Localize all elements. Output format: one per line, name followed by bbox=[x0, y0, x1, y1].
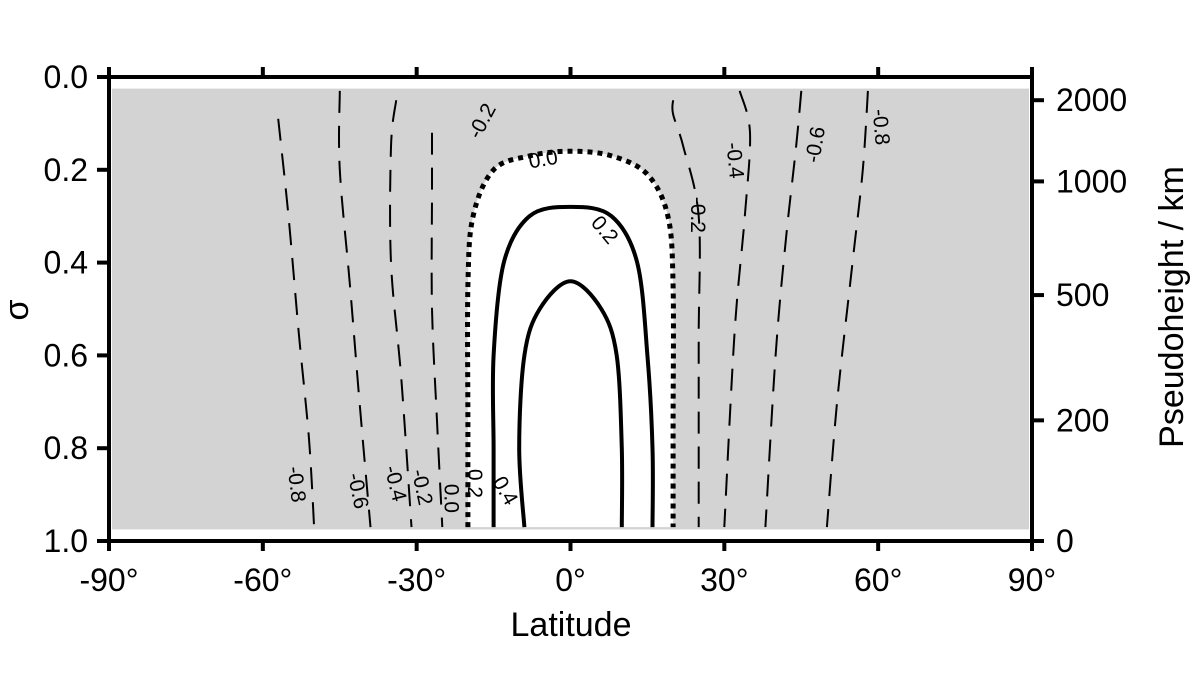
y-tick-label: 0.8 bbox=[44, 430, 88, 466]
y2-tick-label: 0 bbox=[1056, 523, 1074, 559]
contour-line bbox=[723, 90, 752, 528]
y2-tick-label: 200 bbox=[1056, 402, 1109, 438]
contour-lines bbox=[277, 90, 869, 528]
x-axis: -90° -60° -30° 0° 30° 60° 90° bbox=[79, 67, 1056, 598]
x-tick-label: 30° bbox=[700, 562, 748, 598]
x-tick-label: 60° bbox=[854, 562, 902, 598]
contour-label: -0.4 bbox=[721, 141, 748, 180]
contour-label: 0.0 bbox=[440, 484, 463, 513]
y-tick-label: 0.2 bbox=[44, 152, 88, 188]
contour-line bbox=[764, 90, 803, 528]
y2-tick-label: 500 bbox=[1056, 277, 1109, 313]
contour-line bbox=[430, 132, 444, 528]
contour-line bbox=[825, 90, 869, 528]
contour-label: 0.0 bbox=[527, 146, 560, 174]
y2-tick-label: 2000 bbox=[1056, 82, 1127, 118]
contour-line bbox=[338, 90, 372, 528]
contour-label: -0.8 bbox=[868, 108, 894, 146]
contour-line bbox=[517, 279, 625, 528]
x-tick-label: -30° bbox=[387, 562, 446, 598]
contour-label: -0.2 bbox=[686, 197, 709, 233]
x-tick-label: 0° bbox=[555, 562, 586, 598]
x-tick-label: -90° bbox=[79, 562, 138, 598]
x-tick-label: -60° bbox=[233, 562, 292, 598]
contour-line bbox=[490, 204, 655, 528]
contour-line bbox=[671, 100, 701, 528]
y-axis-sigma: 0.0 0.2 0.4 0.6 0.8 1.0 bbox=[44, 59, 109, 559]
x-axis-title: Latitude bbox=[511, 606, 632, 644]
y-tick-label: 0.4 bbox=[44, 245, 88, 281]
contour-label: 0.2 bbox=[463, 469, 486, 498]
y-tick-label: 0.6 bbox=[44, 337, 88, 373]
contour-label: -0.8 bbox=[283, 465, 310, 504]
contour-line bbox=[465, 148, 676, 528]
y2-axis-title: Pseudoheight / km bbox=[1153, 166, 1191, 448]
contour-labels: -0.8 -0.6 -0.4-0.2 0.00.2 0.4-0.20.00.2 -0.2-… bbox=[283, 100, 894, 513]
y-tick-label: 0.0 bbox=[44, 59, 88, 95]
y-axis-title: σ bbox=[0, 299, 36, 320]
x-tick-label: 90° bbox=[1008, 562, 1056, 598]
y2-tick-label: 1000 bbox=[1056, 163, 1127, 199]
contour-line bbox=[389, 100, 413, 528]
contour-line bbox=[277, 118, 316, 528]
y-tick-label: 1.0 bbox=[44, 523, 88, 559]
